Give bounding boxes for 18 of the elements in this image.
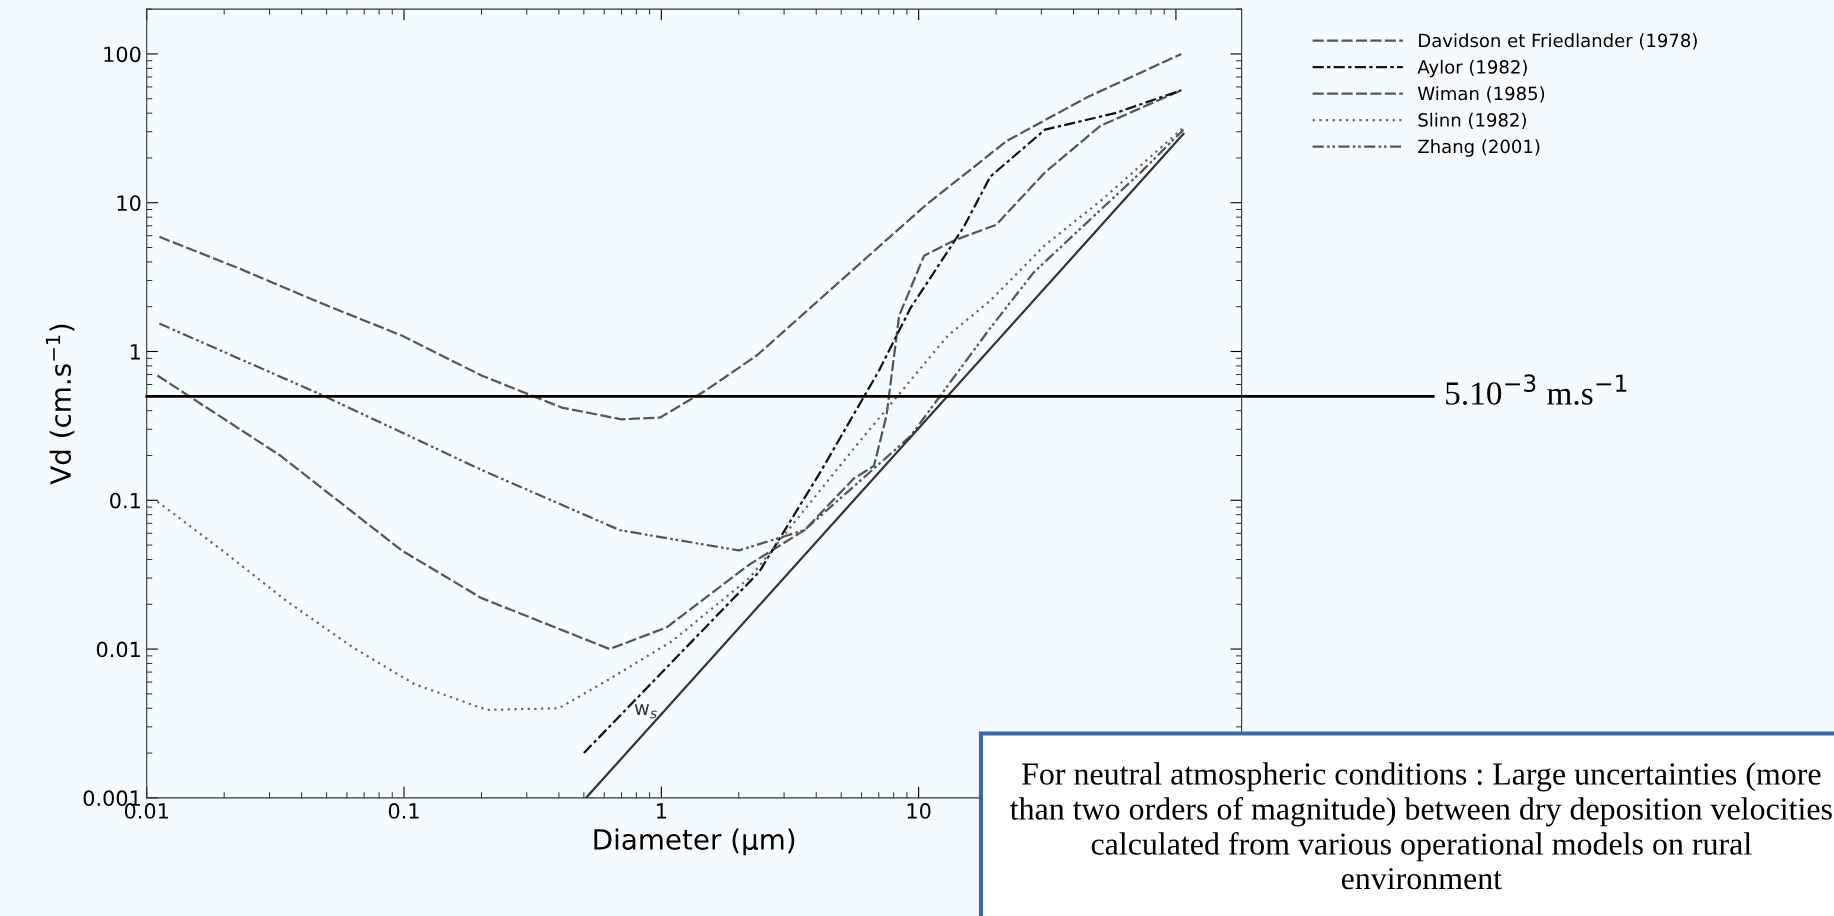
x-tick-label: 10 xyxy=(907,803,931,819)
ref-line-label: 5.10$^{−3}$ m.s$^{−1}$ xyxy=(1446,374,1627,405)
legend-label: Slinn (1982) xyxy=(1418,112,1526,129)
y-tick-label: 10 xyxy=(117,195,141,211)
x-axis-title: Diameter (µm) xyxy=(594,828,795,856)
x-tick-label: 0.1 xyxy=(388,803,419,819)
legend-label: Aylor (1982) xyxy=(1417,59,1527,78)
annotation: For neutral atmospheric conditions : Large uncertainties (more than two orders of magnitude) between dry deposition velocities calculated from various operational models on rural environment xyxy=(1010,762,1832,890)
y-tick-label: 0.01 xyxy=(96,641,140,658)
legend-label: Wiman (1985) xyxy=(1417,86,1545,103)
y-tick-label: 100 xyxy=(104,46,141,63)
annotation: w$_{s}$ xyxy=(634,704,657,719)
legend-label: Zhang (2001) xyxy=(1418,139,1540,157)
legend-label: Davidson et Friedlander (1978) xyxy=(1419,33,1697,50)
y-tick-label: 0.1 xyxy=(110,492,140,509)
y-tick-label: 1 xyxy=(130,344,140,360)
x-tick-label: 1 xyxy=(656,803,667,819)
y-axis-title: Vd (cm.s$^{−1}$) xyxy=(45,324,75,485)
